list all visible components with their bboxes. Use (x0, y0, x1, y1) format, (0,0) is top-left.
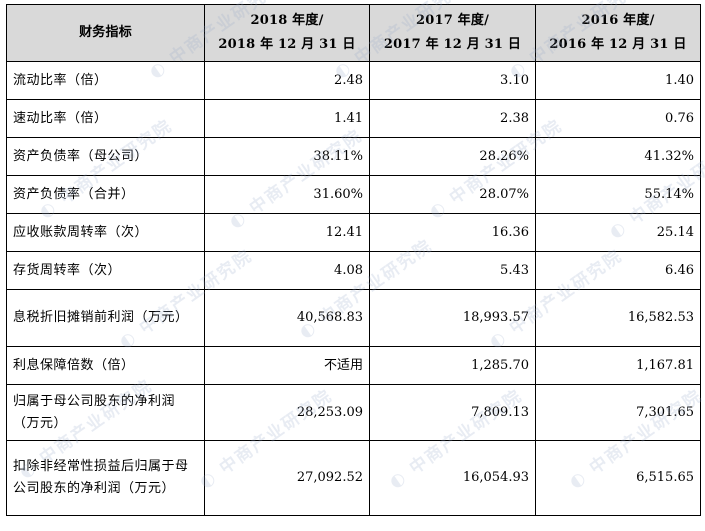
row-label: 利息保障倍数（倍） (6, 346, 205, 385)
table-row: 资产负债率（母公司） 38.11% 28.26% 41.32% (6, 137, 701, 176)
value-2016: 6,515.65 (535, 440, 701, 516)
value-2016: 7,301.65 (535, 384, 701, 441)
row-label: 资产负债率（合并） (6, 175, 205, 214)
table-row: 息税折旧摊销前利润（万元） 40,568.83 18,993.57 16,582… (6, 289, 701, 347)
value-2017: 5.43 (369, 251, 536, 290)
header-2018: 2018 年度/ 2018 年 12 月 31 日 (204, 4, 370, 62)
header-2017-line-1: 2017 年度/ (415, 13, 490, 28)
table-header-row: 财务指标 2018 年度/ 2018 年 12 月 31 日 2017 年度/ … (6, 4, 701, 62)
header-2017: 2017 年度/ 2017 年 12 月 31 日 (369, 4, 536, 62)
table-row: 资产负债率（合并） 31.60% 28.07% 55.14% (6, 175, 701, 214)
header-indicator: 财务指标 (6, 4, 205, 62)
value-2016: 25.14 (535, 213, 701, 252)
row-label: 扣除非经常性损益后归属于母公司股东的净利润（万元） (6, 440, 205, 516)
value-2016: 41.32% (535, 137, 701, 176)
value-2018: 4.08 (204, 251, 370, 290)
row-label: 流动比率（倍） (6, 61, 205, 100)
value-2018: 1.41 (204, 99, 370, 138)
table-row: 利息保障倍数（倍） 不适用 1,285.70 1,167.81 (6, 346, 701, 385)
value-2016: 16,582.53 (535, 289, 701, 347)
row-label: 息税折旧摊销前利润（万元） (6, 289, 205, 347)
header-2018-line-1: 2018 年度/ (250, 13, 324, 28)
value-2016: 6.46 (535, 251, 701, 290)
value-2017: 3.10 (369, 61, 536, 100)
value-2017: 7,809.13 (369, 384, 536, 441)
header-indicator-line-1: 财务指标 (79, 25, 132, 40)
value-2018: 27,092.52 (204, 440, 370, 516)
value-2016: 0.76 (535, 99, 701, 138)
value-2018: 31.60% (204, 175, 370, 214)
value-2017: 1,285.70 (369, 346, 536, 385)
value-2017: 16,054.93 (369, 440, 536, 516)
value-2018: 38.11% (204, 137, 370, 176)
table-row: 流动比率（倍） 2.48 3.10 1.40 (6, 61, 701, 100)
row-label: 资产负债率（母公司） (6, 137, 205, 176)
value-2017: 2.38 (369, 99, 536, 138)
financial-indicators-table: 财务指标 2018 年度/ 2018 年 12 月 31 日 2017 年度/ … (6, 4, 701, 516)
financial-indicators-table-wrapper: 财务指标 2018 年度/ 2018 年 12 月 31 日 2017 年度/ … (6, 4, 701, 516)
table-row: 速动比率（倍） 1.41 2.38 0.76 (6, 99, 701, 138)
table-row: 扣除非经常性损益后归属于母公司股东的净利润（万元） 27,092.52 16,0… (6, 440, 701, 516)
value-2018: 40,568.83 (204, 289, 370, 347)
header-2016: 2016 年度/ 2016 年 12 月 31 日 (535, 4, 701, 62)
table-row: 应收账款周转率（次） 12.41 16.36 25.14 (6, 213, 701, 252)
value-2016: 1.40 (535, 61, 701, 100)
value-2017: 28.07% (369, 175, 536, 214)
value-2018: 28,253.09 (204, 384, 370, 441)
row-label: 归属于母公司股东的净利润（万元） (6, 384, 205, 441)
row-label: 应收账款周转率（次） (6, 213, 205, 252)
table-row: 存货周转率（次） 4.08 5.43 6.46 (6, 251, 701, 290)
value-2016: 1,167.81 (535, 346, 701, 385)
header-2018-line-2: 2018 年 12 月 31 日 (218, 37, 356, 52)
value-2016: 55.14% (535, 175, 701, 214)
value-2018: 2.48 (204, 61, 370, 100)
header-2016-line-1: 2016 年度/ (581, 13, 655, 28)
value-2017: 16.36 (369, 213, 536, 252)
value-2017: 28.26% (369, 137, 536, 176)
value-2018: 12.41 (204, 213, 370, 252)
value-2018: 不适用 (204, 346, 370, 385)
value-2017: 18,993.57 (369, 289, 536, 347)
row-label: 存货周转率（次） (6, 251, 205, 290)
row-label: 速动比率（倍） (6, 99, 205, 138)
table-row: 归属于母公司股东的净利润（万元） 28,253.09 7,809.13 7,30… (6, 384, 701, 441)
header-2017-line-2: 2017 年 12 月 31 日 (383, 37, 522, 52)
header-2016-line-2: 2016 年 12 月 31 日 (549, 37, 687, 52)
